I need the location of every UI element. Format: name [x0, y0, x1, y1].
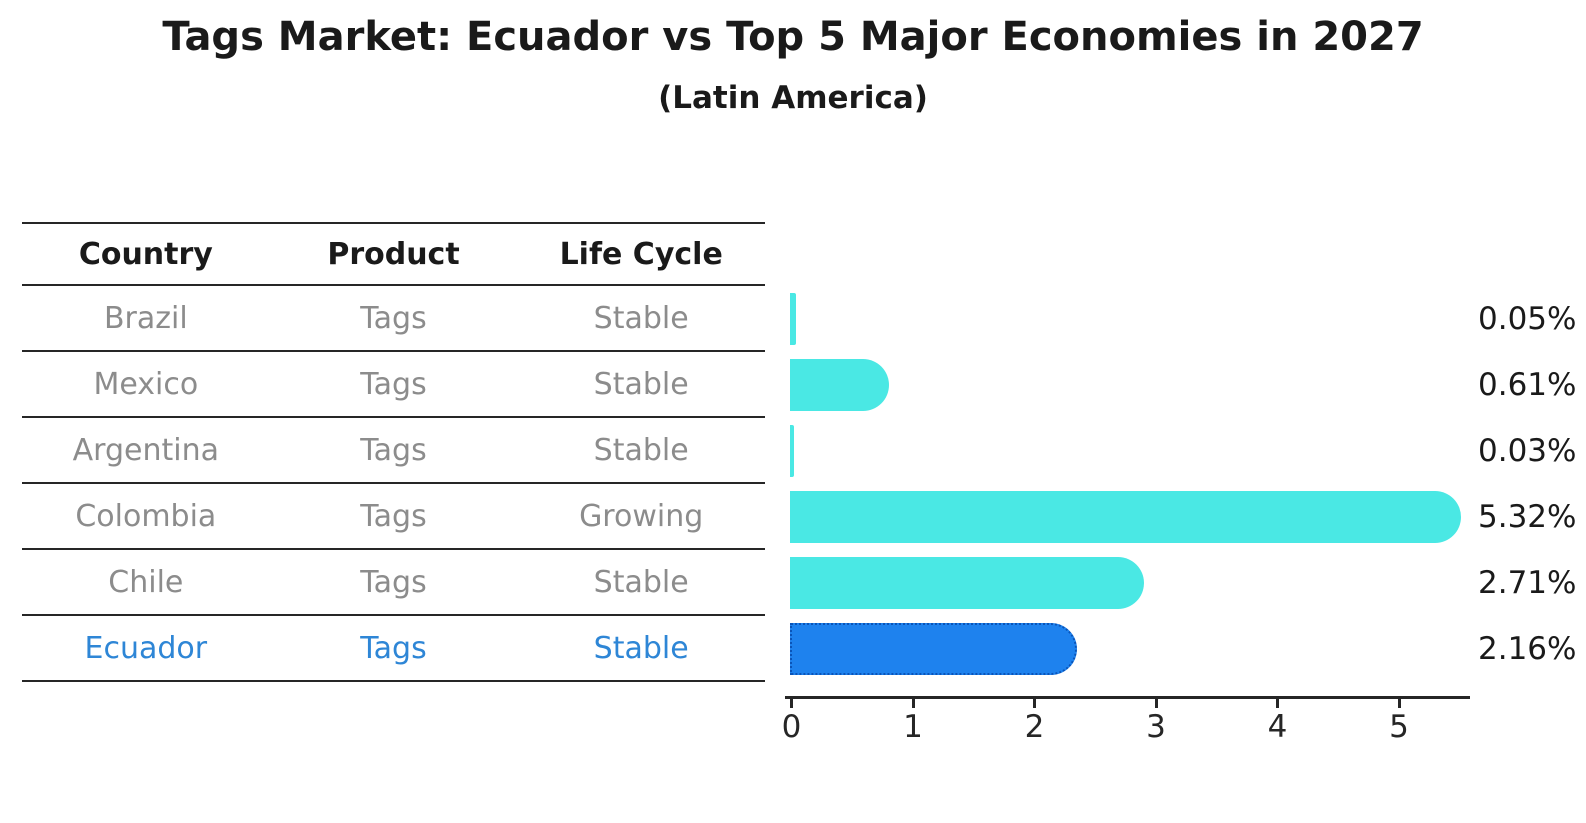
table-row-chile: Chile Tags Stable — [22, 550, 765, 616]
x-axis-tick-label: 5 — [1389, 709, 1409, 745]
cell-country: Colombia — [75, 498, 217, 534]
table-row-argentina: Argentina Tags Stable — [22, 418, 765, 484]
value-label: 5.32% — [1478, 499, 1577, 535]
table-row-colombia: Colombia Tags Growing — [22, 484, 765, 550]
column-header-lifecycle: Life Cycle — [559, 236, 723, 272]
value-label: 2.71% — [1478, 565, 1577, 601]
chart-title: Tags Market: Ecuador vs Top 5 Major Econ… — [162, 14, 1424, 60]
bar-row-brazil — [790, 286, 1490, 352]
value-label-column: 0.05% 0.61% 0.03% 5.32% 2.71% 2.16% — [1478, 286, 1576, 682]
table-body: Brazil Tags Stable Mexico Tags Stable Argentin… — [22, 286, 765, 682]
cell-lifecycle: Growing — [579, 498, 704, 534]
table-row-ecuador: Ecuador Tags Stable — [22, 616, 765, 682]
value-label: 0.03% — [1478, 433, 1577, 469]
x-axis-tick-label: 4 — [1267, 709, 1288, 745]
cell-product: Tags — [360, 300, 427, 336]
value-bar — [790, 425, 794, 477]
comparison-table: Country Product Life Cycle Brazil Tags Sta… — [22, 222, 765, 682]
cell-lifecycle: Stable — [593, 366, 689, 402]
cell-product: Tags — [360, 498, 427, 534]
bar-row-mexico — [790, 352, 1490, 418]
column-header-country: Country — [78, 236, 213, 272]
value-bar — [790, 293, 797, 345]
cell-product: Tags — [360, 366, 427, 402]
x-axis-tick — [911, 699, 915, 708]
value-bar-highlighted — [790, 623, 1078, 675]
cell-lifecycle: Stable — [593, 300, 689, 336]
x-axis-tick-label: 3 — [1146, 709, 1166, 745]
cell-product: Tags — [360, 630, 427, 666]
cell-country: Brazil — [103, 300, 188, 336]
x-axis-tick — [1033, 699, 1036, 708]
x-axis-tick — [1397, 699, 1401, 708]
x-axis-tick — [790, 699, 793, 708]
bar-row-chile — [790, 550, 1490, 616]
x-axis-tick-label: 1 — [903, 709, 923, 745]
column-header-product: Product — [327, 236, 460, 272]
value-bar — [790, 359, 890, 411]
cell-product: Tags — [360, 432, 427, 468]
cell-country: Chile — [108, 564, 184, 600]
bar-row-argentina — [790, 418, 1490, 484]
cell-country: Ecuador — [84, 630, 208, 666]
cell-product: Tags — [360, 564, 427, 600]
bar-row-ecuador — [790, 616, 1490, 682]
value-label: 2.16% — [1478, 631, 1577, 667]
chart-subtitle: (Latin America) — [658, 80, 928, 116]
cell-lifecycle: Stable — [593, 564, 689, 600]
cell-lifecycle: Stable — [593, 630, 689, 666]
x-axis-line — [785, 696, 1470, 699]
x-axis-tick — [1154, 699, 1158, 708]
value-bar — [790, 491, 1462, 543]
x-axis-tick-label: 2 — [1024, 709, 1045, 745]
bar-row-colombia — [790, 484, 1490, 550]
x-axis-tick-label: 0 — [781, 709, 802, 745]
value-label: 0.61% — [1478, 367, 1577, 403]
cell-lifecycle: Stable — [593, 432, 689, 468]
cell-country: Mexico — [93, 366, 199, 402]
x-axis-tick — [1276, 699, 1279, 708]
cell-country: Argentina — [72, 432, 219, 468]
table-row-brazil: Brazil Tags Stable — [22, 286, 765, 352]
bar-plot — [790, 286, 1490, 682]
value-bar — [790, 557, 1145, 609]
table-row-mexico: Mexico Tags Stable — [22, 352, 765, 418]
value-label: 0.05% — [1478, 301, 1577, 337]
x-axis: 0 1 2 3 4 5 — [781, 696, 1485, 766]
table-header-row: Country Product Life Cycle — [22, 222, 765, 286]
